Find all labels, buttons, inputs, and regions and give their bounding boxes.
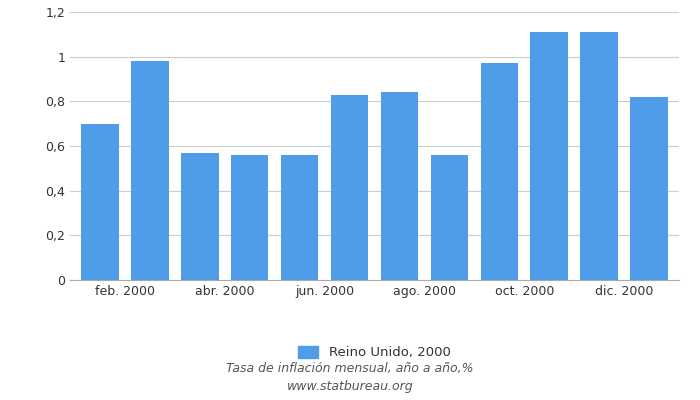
Bar [580,32,618,280]
Legend: Reino Unido, 2000: Reino Unido, 2000 [298,346,451,359]
Bar [81,124,119,280]
Bar [331,95,368,280]
Bar [181,153,218,280]
Text: www.statbureau.org: www.statbureau.org [287,380,413,393]
Bar [281,155,318,280]
Bar [430,155,468,280]
Bar [630,97,668,280]
Text: Tasa de inflación mensual, año a año,%: Tasa de inflación mensual, año a año,% [226,362,474,375]
Bar [531,32,568,280]
Bar [131,61,169,280]
Bar [231,155,268,280]
Bar [381,92,418,280]
Bar [481,63,518,280]
